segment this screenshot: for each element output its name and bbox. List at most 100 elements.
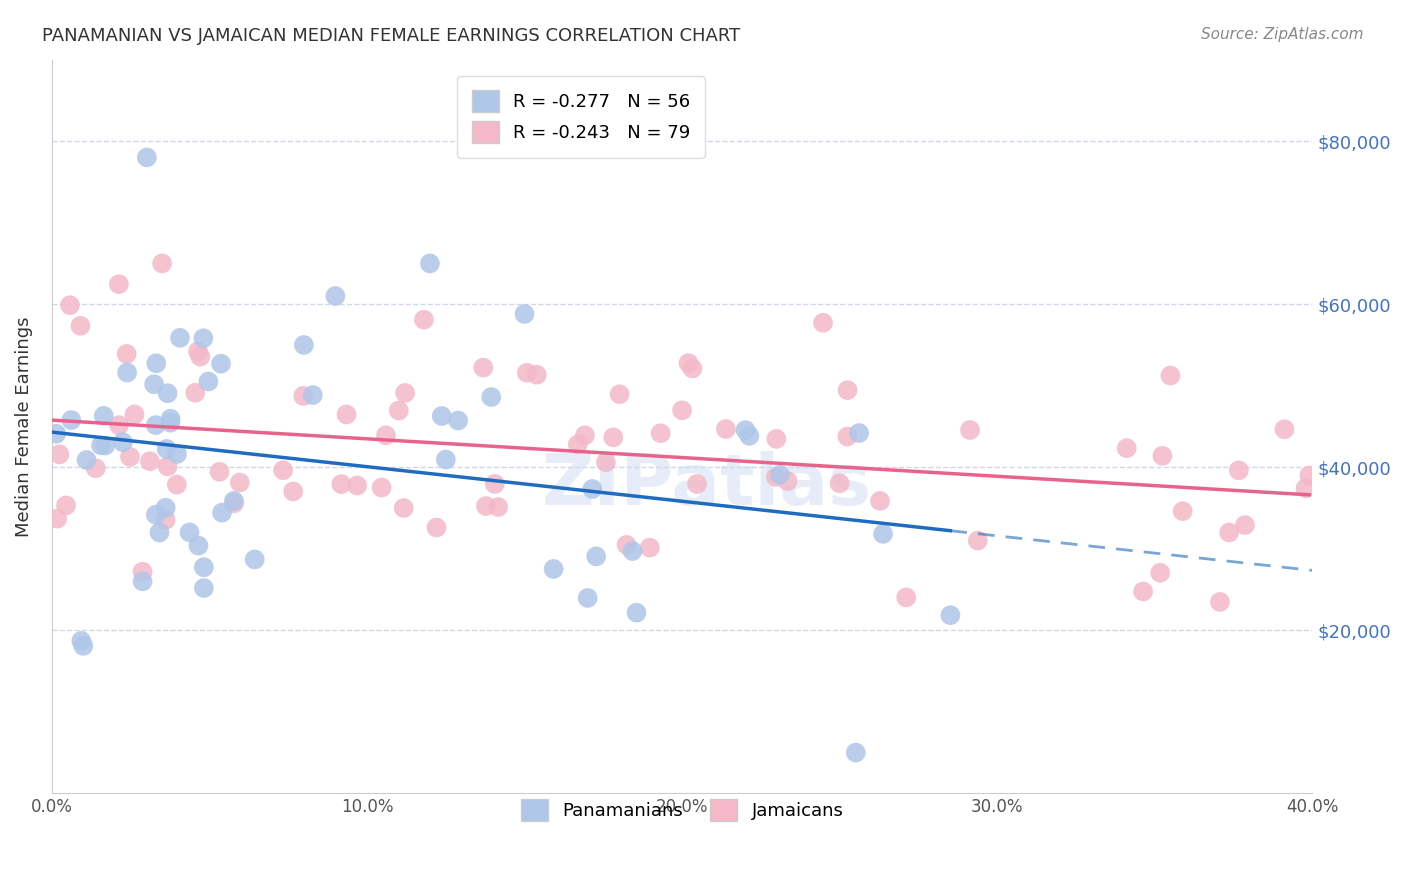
Point (166, 477, 188, 491)
Point (148, 525, 170, 540)
Point (145, 508, 167, 522)
Point (187, 344, 209, 359)
Point (845, 746, 868, 760)
Point (197, 375, 219, 389)
Point (179, 525, 201, 540)
Point (159, 416, 181, 430)
Point (472, 360, 495, 375)
Point (678, 356, 700, 370)
Point (526, 368, 548, 382)
Point (1209, 595, 1232, 609)
Point (222, 494, 245, 508)
Point (837, 383, 859, 397)
Point (155, 500, 177, 515)
Point (90, 438, 112, 452)
Point (686, 477, 709, 491)
Text: ZIPatlas: ZIPatlas (543, 450, 872, 520)
Point (475, 499, 498, 513)
Point (76, 453, 98, 467)
Point (375, 428, 398, 442)
Text: PANAMANIAN VS JAMAICAN MEDIAN FEMALE EARNINGS CORRELATION CHART: PANAMANIAN VS JAMAICAN MEDIAN FEMALE EAR… (42, 27, 741, 45)
Point (576, 591, 599, 605)
Point (292, 338, 315, 352)
Point (1295, 481, 1317, 495)
Point (131, 574, 153, 589)
Point (115, 366, 138, 380)
Point (394, 385, 416, 400)
Point (430, 409, 453, 423)
Point (848, 425, 870, 440)
Legend: Panamanians, Jamaicans: Panamanians, Jamaicans (506, 785, 858, 836)
Point (425, 520, 447, 534)
Point (108, 277, 131, 292)
Point (150, 256, 173, 270)
Point (671, 403, 693, 417)
Point (585, 549, 607, 564)
Point (567, 437, 589, 451)
Point (626, 606, 648, 620)
Point (1218, 525, 1240, 540)
Point (70, 633, 93, 648)
Point (166, 447, 188, 461)
Point (45, 426, 67, 441)
Point (1274, 422, 1296, 436)
Point (738, 429, 761, 443)
Point (111, 435, 134, 450)
Point (211, 506, 233, 520)
Point (193, 560, 215, 574)
Point (388, 403, 411, 417)
Point (776, 474, 799, 488)
Point (413, 312, 436, 326)
Point (602, 430, 624, 444)
Point (156, 386, 179, 401)
Point (419, 256, 441, 270)
Point (828, 476, 851, 491)
Point (184, 385, 207, 400)
Point (93, 409, 115, 423)
Point (159, 411, 181, 425)
Point (447, 413, 470, 427)
Point (837, 429, 859, 443)
Point (1152, 449, 1174, 463)
Point (292, 389, 315, 403)
Point (1132, 584, 1154, 599)
Point (139, 454, 162, 468)
Point (516, 366, 538, 380)
Point (595, 455, 617, 469)
Point (765, 432, 787, 446)
Point (479, 390, 502, 404)
Point (1115, 441, 1137, 455)
Point (609, 387, 631, 401)
Point (84, 461, 107, 475)
Point (143, 377, 166, 392)
Point (370, 481, 392, 495)
Point (156, 459, 179, 474)
Point (896, 591, 918, 605)
Point (48, 447, 70, 461)
Y-axis label: Median Female Earnings: Median Female Earnings (15, 317, 32, 537)
Point (616, 538, 638, 552)
Point (145, 418, 167, 433)
Point (108, 418, 131, 433)
Point (124, 408, 146, 422)
Point (156, 442, 179, 456)
Point (193, 331, 215, 345)
Point (94, 439, 117, 453)
Point (335, 408, 357, 422)
Point (346, 478, 368, 492)
Point (714, 422, 737, 436)
Point (574, 428, 596, 442)
Point (193, 581, 215, 595)
Point (188, 350, 211, 364)
Point (543, 562, 565, 576)
Point (169, 331, 191, 345)
Point (581, 482, 603, 496)
Point (872, 526, 894, 541)
Point (769, 467, 792, 482)
Point (325, 289, 347, 303)
Point (229, 475, 252, 490)
Point (1159, 368, 1181, 383)
Point (966, 533, 988, 548)
Point (330, 477, 353, 491)
Point (638, 541, 661, 555)
